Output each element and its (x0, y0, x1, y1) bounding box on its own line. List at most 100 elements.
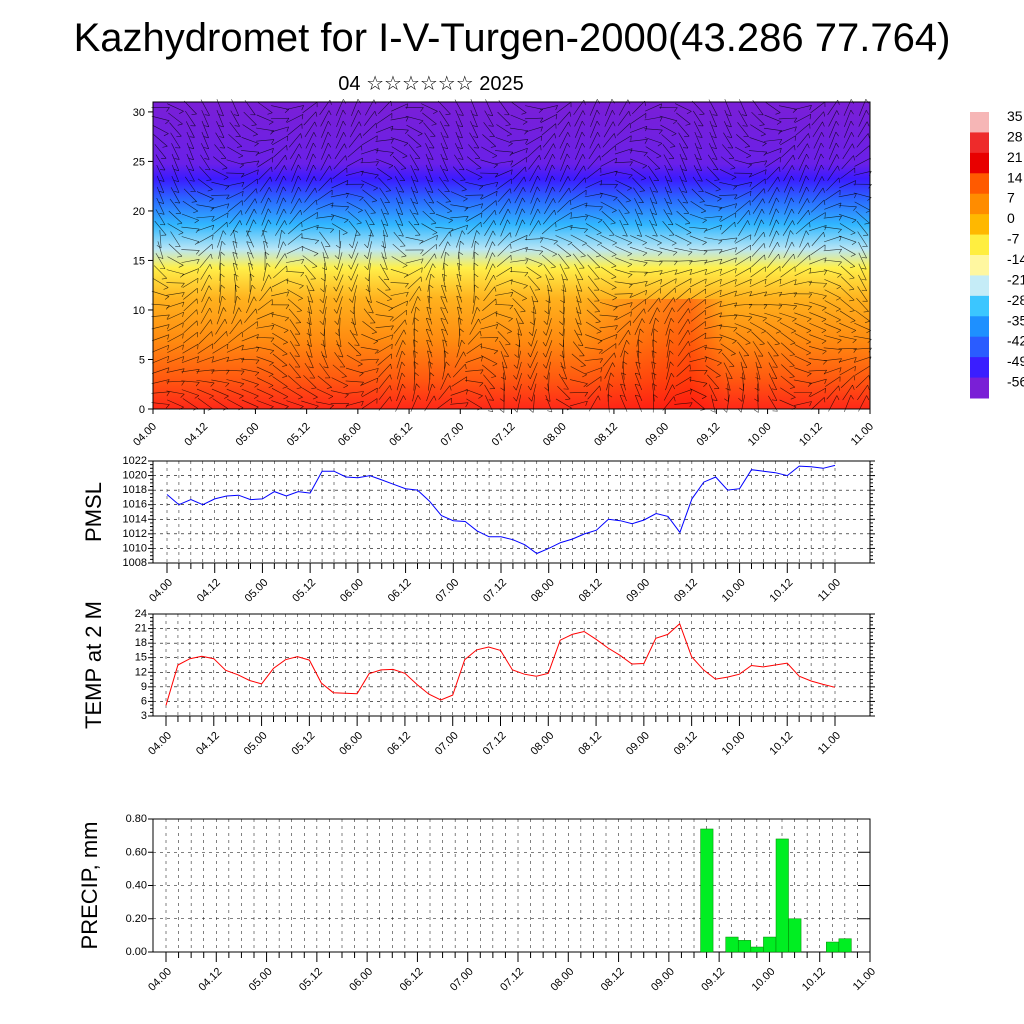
wind-barb-flag (284, 165, 287, 171)
wind-barb-flag (551, 175, 556, 181)
wind-barb (666, 361, 671, 380)
wind-barb-flag (328, 110, 332, 116)
wind-barb-flag (477, 177, 483, 180)
wind-barb-flag (719, 259, 723, 264)
wind-barb-flag (807, 382, 812, 387)
chart-subtitle: 04 ☆☆☆☆☆☆ 2025 (338, 73, 524, 95)
wind-barb (794, 312, 812, 320)
wind-barb-flag (539, 238, 544, 243)
wind-barb-flag (268, 396, 274, 400)
wind-barb (499, 340, 509, 357)
wind-barb-flag (667, 169, 673, 171)
wind-barb-flag (492, 230, 496, 236)
wind-barb (305, 351, 314, 369)
wind-barb (562, 317, 566, 336)
wind-barb (201, 131, 209, 149)
wind-barb (262, 230, 268, 248)
temp-x-tick-label: 06.12 (385, 730, 413, 758)
wind-barb (152, 278, 169, 288)
wind-barb (497, 243, 511, 257)
wind-barb-flag (611, 276, 617, 279)
wind-barb-flag (523, 176, 527, 182)
wind-barb (779, 279, 797, 287)
wind-barb-flag (689, 402, 693, 408)
wind-barb-flag (611, 287, 617, 290)
wind-barb (196, 191, 214, 200)
wind-barb-flag (712, 158, 718, 160)
wind-barb (483, 122, 495, 137)
wind-barb (394, 176, 405, 193)
wind-barb-flag (442, 169, 448, 171)
wind-barb-flag (158, 202, 164, 204)
wind-barb (617, 111, 630, 126)
wind-barb-flag (536, 186, 541, 192)
wind-barb-flag (188, 158, 194, 161)
wind-barb (840, 298, 855, 311)
wind-barb-flag (256, 169, 259, 175)
wind-barb (458, 251, 460, 270)
wind-barb-flag (861, 289, 867, 292)
temp-y-tick-label: 6 (141, 695, 147, 707)
wind-barb (793, 379, 812, 384)
wind-barb-flag (316, 199, 318, 205)
wind-barb (171, 153, 180, 171)
wind-barb (631, 100, 645, 115)
wind-barb-flag (627, 264, 633, 268)
wind-barb-flag (401, 361, 406, 366)
wind-barb (780, 332, 796, 344)
wind-barb (719, 325, 738, 329)
wind-barb (853, 347, 872, 350)
wind-barb (197, 343, 214, 354)
wind-barb (764, 291, 782, 296)
wind-barb-flag (821, 176, 825, 181)
wind-barb-flag (476, 307, 481, 312)
wind-barb (614, 148, 633, 155)
wind-barb (647, 297, 660, 313)
wind-barb-flag (600, 367, 603, 373)
wind-barb (451, 178, 467, 190)
wind-barb-flag (286, 278, 289, 284)
wind-barb-flag (731, 176, 737, 180)
profile-x-tick-label: 08.00 (541, 421, 569, 449)
wind-barb (629, 280, 648, 285)
wind-barb (481, 200, 497, 213)
wind-barb (256, 388, 274, 397)
wind-barb-flag (806, 341, 811, 345)
wind-barb-flag (510, 169, 513, 175)
wind-barb-flag (225, 383, 230, 387)
wind-barb (569, 215, 588, 219)
wind-barb-flag (181, 381, 185, 386)
wind-barb-flag (576, 311, 582, 314)
wind-barb (632, 177, 645, 191)
wind-barb (555, 235, 573, 243)
wind-barb (674, 260, 693, 262)
wind-barb (322, 252, 327, 270)
wind-barb (709, 110, 717, 127)
colorbar-label: -49 (1007, 353, 1024, 369)
wind-barb (247, 285, 253, 303)
wind-barb (380, 219, 389, 237)
wind-barb (395, 186, 404, 204)
pmsl-y-tick-label: 1022 (123, 455, 147, 467)
wind-barb-flag (696, 169, 702, 171)
wind-barb-flag (660, 103, 662, 109)
wind-barb-flag (204, 114, 210, 116)
wind-barb-flag (704, 269, 708, 275)
wind-barb (796, 209, 809, 225)
wind-barb-flag (569, 111, 572, 117)
wind-barb (842, 384, 853, 401)
wind-barb (181, 356, 199, 364)
wind-barb-flag (463, 198, 468, 202)
wind-barb-flag (420, 249, 424, 255)
wind-barb-flag (177, 222, 183, 225)
wind-barb (676, 364, 691, 377)
wind-barb-flag (528, 331, 533, 336)
wind-barb-flag (465, 402, 469, 408)
wind-barb-flag (570, 199, 572, 205)
profile-x-tick-label: 06.12 (387, 421, 415, 449)
precip-bar (700, 828, 714, 953)
wind-barb-flag (553, 240, 558, 245)
wind-barb-flag (356, 354, 362, 357)
wind-barb-flag (506, 133, 512, 137)
wind-barb-flag (297, 298, 303, 301)
